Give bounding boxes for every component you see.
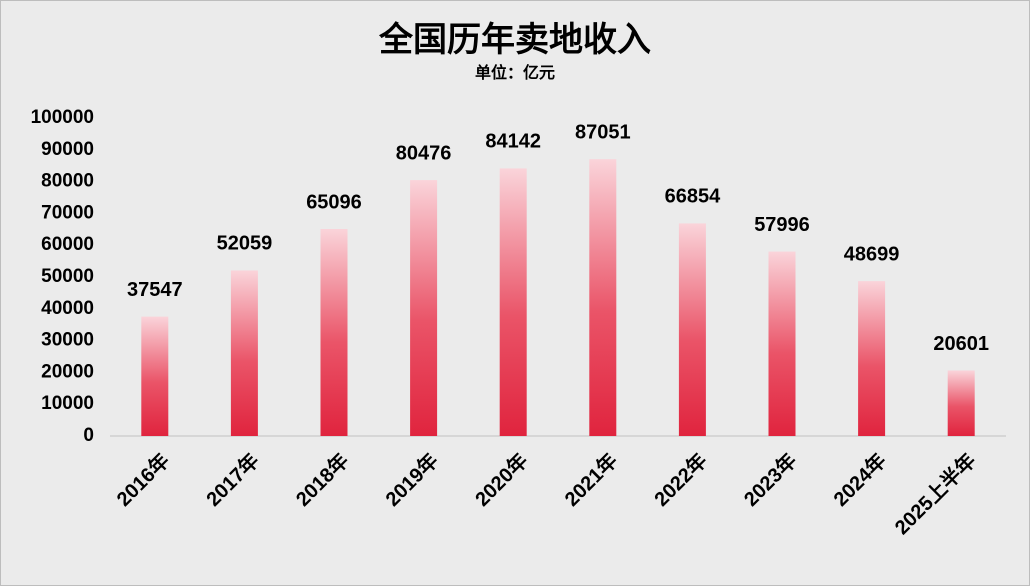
y-tick-label: 20000 <box>41 361 94 382</box>
value-label: 48699 <box>844 243 900 265</box>
value-label: 65096 <box>306 191 362 213</box>
value-label: 37547 <box>127 279 183 301</box>
value-label: 57996 <box>754 214 810 236</box>
y-tick-label: 70000 <box>41 202 94 223</box>
chart-title: 全国历年卖地收入 <box>378 20 651 59</box>
y-tick-label: 50000 <box>41 266 94 287</box>
value-label: 66854 <box>665 186 721 208</box>
bar <box>141 316 169 436</box>
bar <box>678 223 706 436</box>
chart-subtitle: 单位：亿元 <box>475 63 555 82</box>
y-tick-label: 90000 <box>41 139 94 160</box>
bar <box>320 228 348 436</box>
value-label: 80476 <box>396 142 452 164</box>
bar <box>947 370 975 436</box>
value-label: 20601 <box>933 333 989 355</box>
bar <box>858 281 886 436</box>
bar <box>499 168 527 436</box>
y-tick-label: 80000 <box>41 171 94 192</box>
y-tick-label: 10000 <box>41 393 94 414</box>
y-tick-label: 30000 <box>41 330 94 351</box>
y-tick-label: 40000 <box>41 298 94 319</box>
y-tick-label: 60000 <box>41 234 94 255</box>
y-tick-label: 100000 <box>31 107 94 128</box>
value-label: 84142 <box>485 131 541 153</box>
value-label: 52059 <box>217 233 273 255</box>
bar <box>768 251 796 436</box>
value-label: 87051 <box>575 121 631 143</box>
bar <box>589 159 617 436</box>
bar <box>230 270 258 436</box>
bar <box>410 180 438 436</box>
y-tick-label: 0 <box>83 425 94 446</box>
